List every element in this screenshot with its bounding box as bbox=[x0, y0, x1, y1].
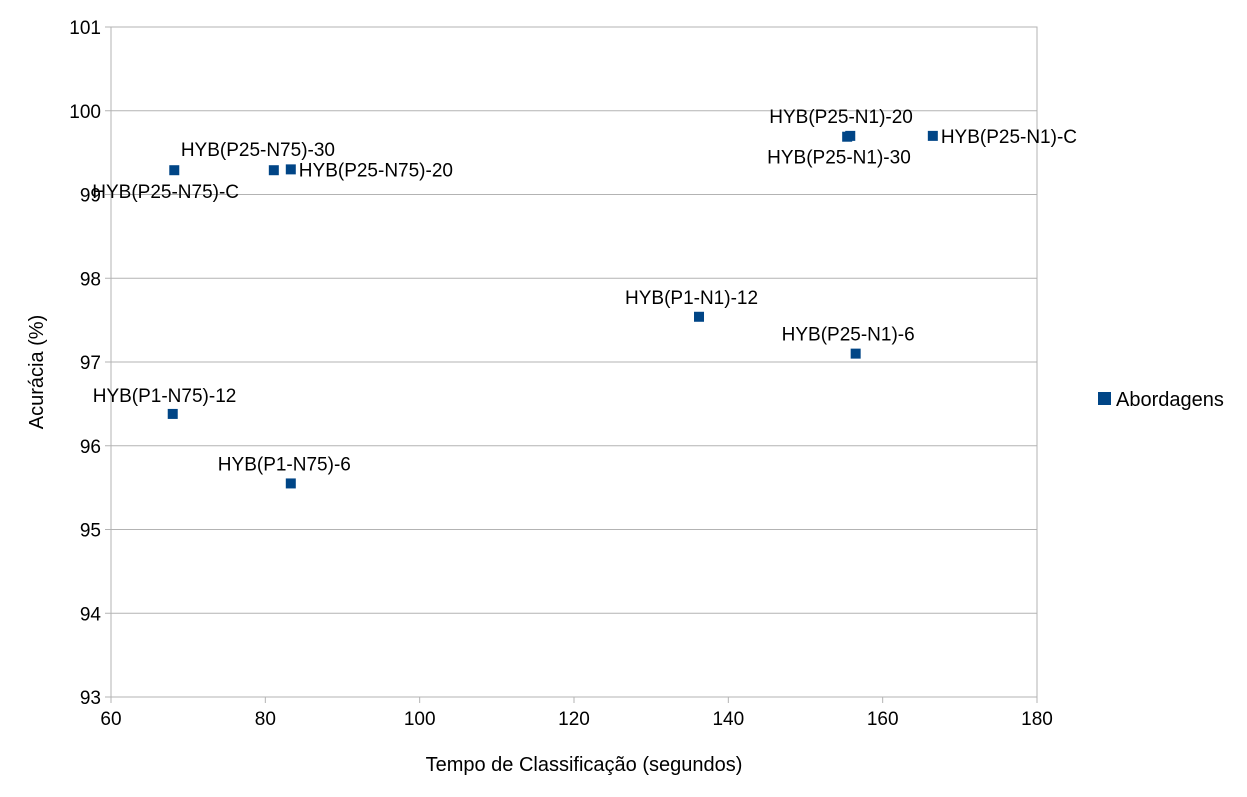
data-point-labels: HYB(P25-N75)-C HYB(P25-N75)-30HYB(P25-N75… bbox=[92, 107, 1077, 476]
data-label-hyb-p1-n75-12: HYB(P1-N75)-12 bbox=[93, 386, 237, 407]
data-points bbox=[167, 130, 938, 489]
data-label-hyb-p25-n75-c: HYB(P25-N75)-C bbox=[92, 182, 239, 203]
data-point-hyb-p25-n75-20 bbox=[285, 164, 296, 175]
y-tick-label: 94 bbox=[80, 604, 102, 625]
x-tick-label: 160 bbox=[867, 709, 899, 730]
legend: Abordagens bbox=[1098, 389, 1224, 411]
x-axis-title: Tempo de Classificação (segundos) bbox=[426, 754, 743, 776]
data-label-hyb-p25-n1-20: HYB(P25-N1)-20 bbox=[769, 107, 913, 128]
y-tick-label: 100 bbox=[69, 102, 101, 123]
data-point-hyb-p1-n75-12 bbox=[167, 408, 178, 419]
x-tick-label: 60 bbox=[100, 709, 121, 730]
legend-label-abordagens: Abordagens bbox=[1116, 389, 1224, 411]
x-tick-label: 120 bbox=[558, 709, 590, 730]
data-label-hyb-p1-n1-12: HYB(P1-N1)-12 bbox=[625, 288, 758, 309]
axis-ticks: 93 94 95 96 97 98 99 100 101 60 80 100 120 140 160 180 bbox=[69, 18, 1053, 730]
x-tick-label: 140 bbox=[712, 709, 744, 730]
data-point-hyb-p25-n75-30 bbox=[268, 165, 279, 176]
data-label-hyb-p25-n1-30: HYB(P25-N1)-30 bbox=[767, 148, 911, 169]
data-point-hyb-p25-n75-c bbox=[169, 165, 180, 176]
data-label-hyb-p25-n75-30: HYB(P25-N75)-30 bbox=[181, 140, 335, 161]
y-tick-label: 96 bbox=[80, 437, 101, 458]
data-label-hyb-p25-n75-20: HYB(P25-N75)-20 bbox=[299, 160, 453, 181]
legend-swatch-abordagens bbox=[1098, 392, 1111, 405]
data-point-hyb-p1-n75-6 bbox=[285, 478, 296, 489]
data-point-hyb-p25-n1-30 bbox=[842, 131, 853, 142]
data-label-hyb-p1-n75-6: HYB(P1-N75)-6 bbox=[218, 454, 351, 475]
y-axis-title: Acurácia (%) bbox=[26, 315, 48, 429]
x-tick-label: 180 bbox=[1021, 709, 1053, 730]
data-point-hyb-p25-n1-6 bbox=[850, 348, 861, 359]
y-tick-label: 95 bbox=[80, 521, 101, 542]
data-label-hyb-p25-n1-6: HYB(P25-N1)-6 bbox=[782, 325, 915, 346]
y-tick-label: 101 bbox=[69, 18, 101, 39]
data-point-hyb-p1-n1-12 bbox=[694, 311, 705, 322]
x-tick-label: 80 bbox=[255, 709, 276, 730]
data-point-hyb-p25-n1-c bbox=[927, 130, 938, 141]
y-tick-label: 93 bbox=[80, 688, 101, 709]
x-tick-label: 100 bbox=[404, 709, 436, 730]
y-tick-label: 99 bbox=[80, 186, 101, 207]
y-tick-label: 98 bbox=[80, 269, 101, 290]
y-tick-label: 97 bbox=[80, 353, 101, 374]
data-label-hyb-p25-n1-c: HYB(P25-N1)-C bbox=[941, 127, 1077, 148]
